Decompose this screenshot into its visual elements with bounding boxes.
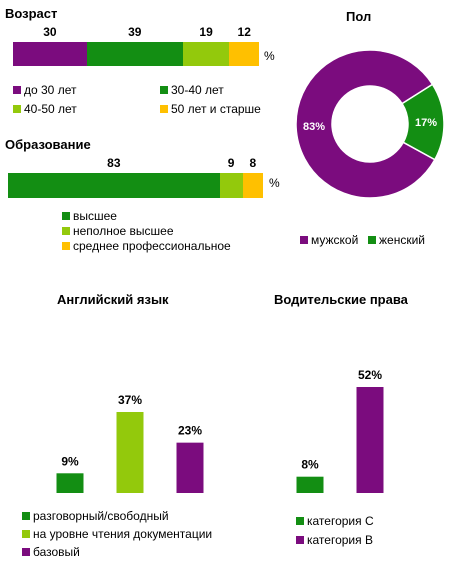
gender-data-label-1: 83% [303,121,325,133]
gender-data-label-2: 17% [415,117,437,129]
english-data-label-1: 9% [61,454,79,468]
english-legend-item-1: разговорный/свободный [22,509,169,523]
age-legend-swatch-4 [160,105,168,113]
license-bar-1 [296,476,324,493]
education-legend-label-1: высшее [73,209,117,223]
age-unit-label: % [264,49,275,63]
education-legend-item-1: высшее [62,209,117,223]
age-data-label-3: 19 [199,25,213,39]
age-legend-item-3: 40-50 лет [13,102,77,116]
english-legend-label-2: на уровне чтения документации [33,527,213,541]
license-legend-item-2: категория В [296,533,373,547]
age-bar-segment-1 [13,42,87,66]
education-chart-title: Образование [5,137,91,152]
gender-legend-label-2: женский [379,233,425,247]
english-legend-label-1: разговорный/свободный [33,509,169,523]
gender-legend-swatch-1 [300,236,308,244]
gender-chart-title: Пол [346,9,372,24]
age-bar-segment-4 [229,42,259,66]
age-data-label-1: 30 [43,25,57,39]
gender-slice-женский [401,83,445,161]
english-legend-swatch-1 [22,512,30,520]
license-legend-swatch-2 [296,536,304,544]
education-data-label-1: 83 [107,156,121,170]
education-legend-swatch-1 [62,212,70,220]
education-legend-label-2: неполное высшее [73,224,174,238]
license-chart-title: Водительские права [274,292,408,307]
age-legend-item-2: 30-40 лет [160,83,224,97]
english-legend-label-3: базовый [33,545,80,559]
english-legend-item-3: базовый [22,545,80,559]
gender-legend-item-2: женский [368,233,425,247]
age-chart-title: Возраст [5,6,58,21]
gender-legend-swatch-2 [368,236,376,244]
gender-slice-мужской [295,49,436,199]
age-legend-label-4: 50 лет и старше [171,102,261,116]
gender-donut-chart: 83% 17% [295,49,445,199]
age-data-label-4: 12 [237,25,251,39]
english-legend-item-2: на уровне чтения документации [22,527,212,541]
age-legend-label-1: до 30 лет [24,83,77,97]
age-bar-segment-3 [182,42,230,66]
age-legend-swatch-2 [160,86,168,94]
english-legend-swatch-2 [22,530,30,538]
english-legend-swatch-3 [22,548,30,556]
license-legend-item-1: категория С [296,514,374,528]
license-data-label-2: 52% [358,368,382,382]
education-legend-label-3: среднее профессиональное [73,239,231,253]
age-bar-segment-2 [86,42,183,66]
education-legend-swatch-3 [62,242,70,250]
english-bar-chart: 9% 37% 23% [56,393,204,493]
age-legend-swatch-3 [13,105,21,113]
license-legend-label-2: категория В [307,533,373,547]
education-bar-segment-3 [242,173,263,198]
education-bar-segment-2 [219,173,243,198]
education-data-label-3: 8 [249,156,257,170]
license-legend-label-1: категория С [307,514,374,528]
age-legend-label-3: 40-50 лет [24,102,77,116]
english-data-label-3: 23% [178,424,202,438]
education-legend-item-3: среднее профессиональное [62,239,231,253]
license-legend-swatch-1 [296,517,304,525]
gender-legend-item-1: мужской [300,233,358,247]
age-legend-swatch-1 [13,86,21,94]
education-unit-label: % [269,176,280,190]
license-bar-2 [356,387,384,493]
english-chart-title: Английский язык [57,292,169,307]
education-legend-item-2: неполное высшее [62,224,174,238]
education-legend-swatch-2 [62,227,70,235]
education-bar-segment-1 [8,173,220,198]
age-stacked-bar: 30 39 19 12 [13,25,259,66]
license-bar-chart: 8% 52% [296,368,384,493]
english-bar-1 [56,473,84,493]
age-legend-item-4: 50 лет и старше [160,102,261,116]
english-bar-2 [116,412,144,493]
education-data-label-2: 9 [227,156,235,170]
age-legend-item-1: до 30 лет [13,83,76,97]
english-data-label-2: 37% [118,393,142,407]
education-stacked-bar: 83 9 8 [8,156,263,198]
gender-legend-label-1: мужской [311,233,359,247]
license-data-label-1: 8% [301,458,319,472]
age-data-label-2: 39 [128,25,142,39]
age-legend-label-2: 30-40 лет [171,83,224,97]
english-bar-3 [176,442,204,493]
